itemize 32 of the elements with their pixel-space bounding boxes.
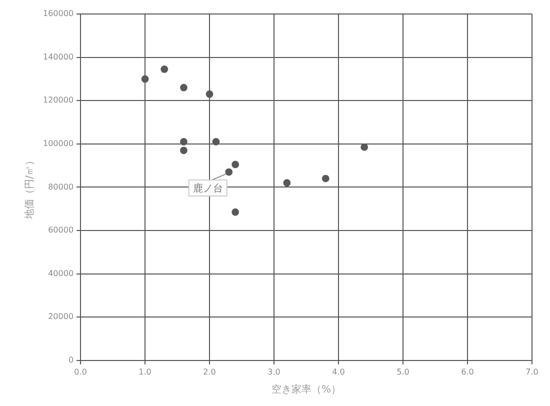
point	[232, 208, 240, 216]
y-tick-label: 20000	[48, 312, 74, 322]
x-tick-label: 6.0	[461, 367, 474, 376]
y-tick-label: 80000	[48, 182, 74, 192]
point	[232, 160, 240, 168]
annotation: 鹿ノ台	[192, 182, 223, 195]
point	[180, 138, 188, 146]
x-tick-label: 1.0	[138, 367, 152, 376]
y-axis-title: 地価（円/㎡）	[24, 156, 36, 220]
point	[322, 174, 330, 182]
point	[225, 168, 233, 176]
x-tick-label: 0.0	[74, 367, 87, 376]
point	[141, 75, 149, 83]
point	[180, 84, 188, 92]
y-tick-label: 60000	[48, 226, 74, 235]
point	[160, 66, 168, 73]
x-axis-title: 空き家率（%）	[272, 384, 342, 396]
point	[206, 90, 214, 98]
x-tick-label: 3.0	[268, 367, 280, 376]
y-tick-label: 100000	[42, 138, 74, 148]
x-tick-label: 7.0	[526, 367, 538, 376]
x-tick-label: 4.0	[332, 367, 345, 376]
y-tick-label: 140000	[42, 52, 74, 62]
y-tick-label: 120000	[42, 96, 74, 105]
y-tick-label: 40000	[48, 268, 74, 278]
x-tick-label: 5.0	[396, 367, 410, 376]
point	[212, 138, 220, 146]
y-tick-label: 0	[68, 355, 74, 364]
point	[180, 146, 188, 154]
x-tick-label: 2.0	[203, 367, 216, 376]
y-tick-label: 160000	[42, 9, 74, 18]
point	[283, 179, 291, 187]
